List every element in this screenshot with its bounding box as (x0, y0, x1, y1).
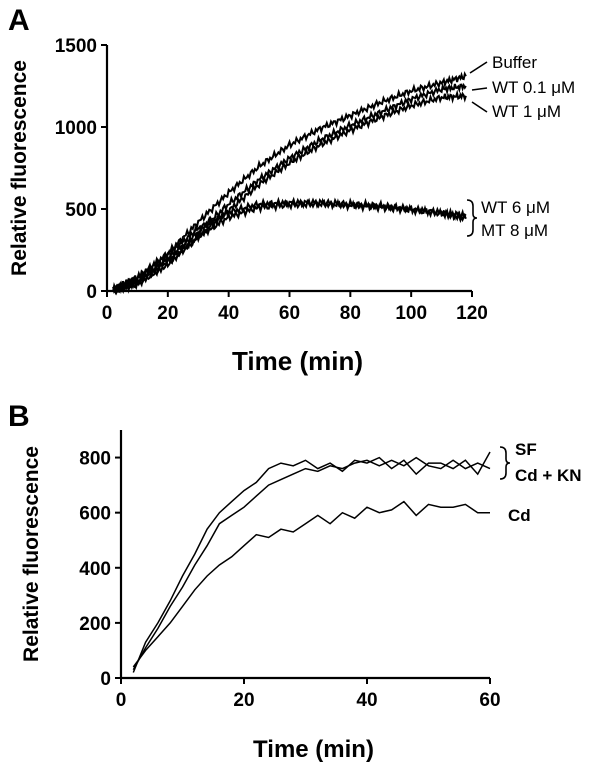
panel-b-series-sf (132, 451, 491, 673)
panel-b-y-tick-label: 400 (79, 559, 111, 580)
panel-a-label-mt8: MT 8 μM (481, 221, 548, 240)
panel-b-x-axis-title: Time (min) (253, 736, 374, 763)
panel-a-x-tick-label: 80 (340, 303, 361, 324)
panel-a-x-tick-label: 100 (395, 303, 427, 324)
panel-a-leader-wt01 (471, 87, 488, 91)
panel-a-brace (466, 199, 478, 237)
panel-a-series-mt-8-m (112, 197, 467, 294)
panel-a-series-wt-6-m (112, 196, 467, 292)
panel-a-x-axis-title: Time (min) (232, 346, 363, 376)
panel-a-x-tick-label: 60 (279, 303, 300, 324)
panel-b-label-cd-kn: Cd + KN (515, 466, 582, 485)
panel-a-leader-buffer (469, 61, 488, 74)
panel-b-letter: B (8, 400, 30, 433)
panel-b-x-tick-label: 20 (233, 690, 254, 711)
panel-a-label-wt6: WT 6 μM (481, 198, 550, 217)
panel-b-series-cd (132, 500, 490, 668)
panel-a-label-wt01: WT 0.1 μM (492, 78, 575, 97)
panel-b-y-tick-label: 0 (100, 669, 111, 690)
panel-a-label-wt1: WT 1 μM (492, 102, 561, 121)
panel-a-y-tick-label: 1000 (55, 118, 97, 139)
panel-a-letter: A (8, 4, 30, 37)
panel-b-x-tick-label: 0 (116, 690, 127, 711)
panel-a-y-tick-label: 500 (65, 200, 97, 221)
panel-a-y-tick-label: 1500 (55, 36, 97, 57)
panel-b-y-tick-label: 200 (79, 614, 111, 635)
panel-b-x-tick-label: 60 (479, 690, 500, 711)
panel-b-y-tick-label: 800 (79, 449, 111, 470)
panel-a-x-tick-label: 20 (157, 303, 178, 324)
panel-b-label-cd: Cd (508, 506, 531, 525)
panel-a-x-tick-label: 120 (456, 303, 488, 324)
panel-a-x-tick-label: 0 (102, 303, 113, 324)
panel-a-x-tick-label: 40 (218, 303, 239, 324)
panel-b-x-tick-label: 40 (356, 690, 377, 711)
panel-b-label-sf: SF (515, 440, 537, 459)
panel-a-leader-wt1 (471, 101, 488, 113)
panel-b-y-axis-title: Relative fluorescence (20, 446, 43, 662)
panel-a-y-tick-label: 0 (86, 282, 97, 303)
panel-a-y-axis-title: Relative fluorescence (8, 60, 31, 276)
panel-b-series-cd-kn (132, 456, 491, 671)
panel-b-y-tick-label: 600 (79, 504, 111, 525)
panel-b-brace (499, 446, 511, 480)
panel-a-series-wt-1-m (112, 89, 467, 296)
panel-a-label-buffer: Buffer (492, 53, 537, 72)
